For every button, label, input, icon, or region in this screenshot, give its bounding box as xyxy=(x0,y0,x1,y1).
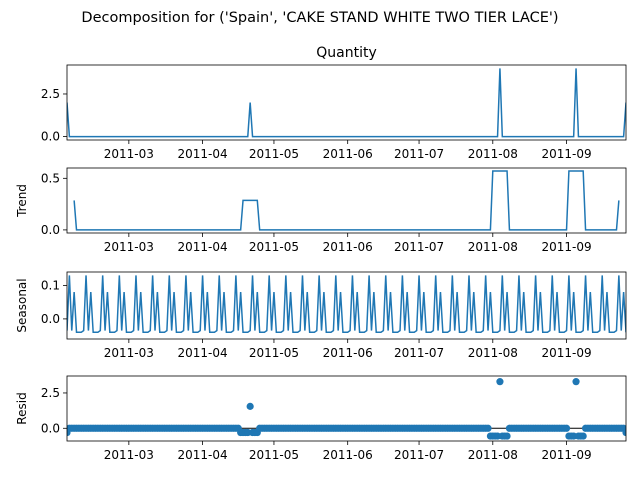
subplots: Quantity 0.0 2.5 2011-03 2011-04 2011-05 2011-… xyxy=(15,45,627,462)
seasonal-line xyxy=(67,275,626,334)
y-tick-label: 0.0 xyxy=(41,421,60,435)
plot-area xyxy=(67,68,626,138)
y-tick-label: 2.5 xyxy=(41,386,60,400)
x-tick-label: 2011-07 xyxy=(394,448,444,462)
x-tick-label: 2011-03 xyxy=(104,240,154,254)
resid-point xyxy=(484,424,492,432)
x-tick-label: 2011-08 xyxy=(468,448,518,462)
axes-frame xyxy=(66,167,627,234)
subplot-2: Trend 0.0 0.5 2011-03 2011-04 2011-05 2011-06 2… xyxy=(15,167,627,254)
x-tick-label: 2011-03 xyxy=(104,147,154,161)
x-tick-label: 2011-07 xyxy=(394,346,444,360)
resid-point xyxy=(572,378,580,386)
y-tick-label: 0.0 xyxy=(41,130,60,144)
y-axis-label: Resid xyxy=(15,392,29,424)
y-tick-label: 0.0 xyxy=(41,312,60,326)
x-tick-label: 2011-05 xyxy=(249,147,299,161)
resid-point xyxy=(246,402,254,410)
plot-area xyxy=(67,378,626,440)
axes-title: Quantity xyxy=(316,45,377,61)
x-tick-label: 2011-05 xyxy=(249,448,299,462)
resid-point xyxy=(503,432,511,440)
subplot-3: Seasonal 0.0 0.1 2011-03 2011-04 2011-05 2011-… xyxy=(15,271,627,360)
x-tick-label: 2011-03 xyxy=(104,346,154,360)
x-tick-label: 2011-09 xyxy=(541,346,591,360)
x-tick-label: 2011-08 xyxy=(468,147,518,161)
y-tick-label: 0.0 xyxy=(41,223,60,237)
x-tick-label: 2011-09 xyxy=(541,240,591,254)
y-tick-label: 0.1 xyxy=(41,278,60,292)
plot-area xyxy=(67,275,626,334)
x-tick-label: 2011-09 xyxy=(541,147,591,161)
x-tick-label: 2011-04 xyxy=(178,346,228,360)
axes-frame xyxy=(66,64,627,141)
x-tick-label: 2011-08 xyxy=(468,346,518,360)
resid-point xyxy=(562,424,571,432)
plot-area xyxy=(73,170,620,231)
x-tick-label: 2011-06 xyxy=(323,240,373,254)
axes-frame xyxy=(66,271,627,340)
x-tick-label: 2011-07 xyxy=(394,240,444,254)
resid-point xyxy=(622,428,626,437)
subplot-1: Quantity 0.0 2.5 2011-03 2011-04 2011-05 2011-… xyxy=(41,45,627,161)
trend-line xyxy=(73,170,620,231)
axes-frame xyxy=(66,375,627,442)
y-tick-label: 2.5 xyxy=(41,87,60,101)
x-tick-label: 2011-03 xyxy=(104,448,154,462)
y-tick-label: 0.5 xyxy=(41,171,60,185)
y-axis-label: Trend xyxy=(15,184,29,218)
resid-point xyxy=(579,432,587,440)
x-tick-label: 2011-04 xyxy=(178,448,228,462)
x-tick-label: 2011-04 xyxy=(178,240,228,254)
figure-title: Decomposition for ('Spain', 'CAKE STAND … xyxy=(81,10,558,26)
x-tick-label: 2011-06 xyxy=(323,147,373,161)
y-axis-label: Seasonal xyxy=(15,278,29,332)
resid-point xyxy=(496,378,504,386)
x-tick-label: 2011-07 xyxy=(394,147,444,161)
x-tick-label: 2011-06 xyxy=(323,448,373,462)
x-tick-label: 2011-08 xyxy=(468,240,518,254)
subplot-4: Resid 0.0 2.5 2011-03 2011-04 2011-05 2011-06 2… xyxy=(15,375,627,462)
x-tick-label: 2011-05 xyxy=(249,240,299,254)
x-tick-label: 2011-06 xyxy=(323,346,373,360)
quantity-line xyxy=(67,68,626,138)
x-tick-label: 2011-04 xyxy=(178,147,228,161)
x-tick-label: 2011-05 xyxy=(249,346,299,360)
x-tick-label: 2011-09 xyxy=(541,448,591,462)
